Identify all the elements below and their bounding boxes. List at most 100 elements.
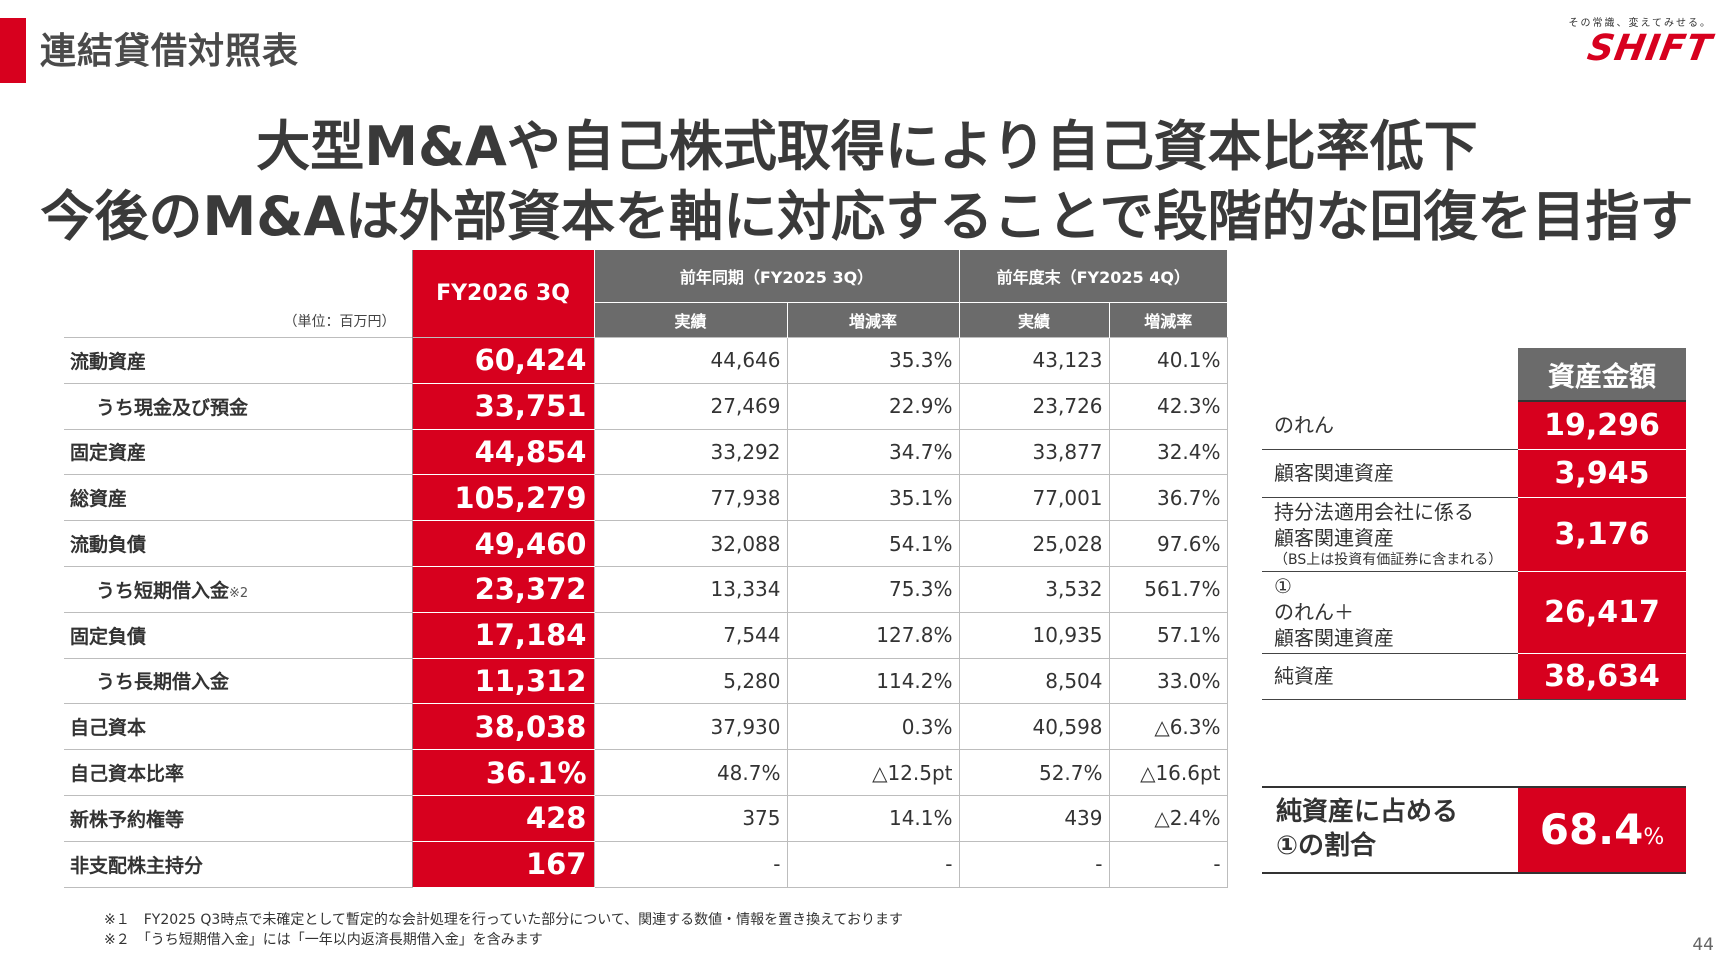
current-value: 36.1% [411, 749, 594, 796]
table-row: うち短期借入金※2 23,372 13,334 75.3% 3,532 561.7% [64, 566, 1228, 613]
ratio-unit: % [1643, 825, 1665, 850]
prior-year-change: 35.3% [786, 337, 960, 384]
prior-yearend-change-text: 561.7% [1144, 577, 1221, 602]
current-value-text: 33,751 [474, 389, 587, 424]
asset-row: 持分法適用会社に係る 顧客関連資産 （BS上は投資有価証券に含まれる） 3,176 [1262, 497, 1686, 572]
prior-yearend-actual: 43,123 [958, 337, 1110, 384]
current-value-text: 167 [525, 847, 587, 882]
current-value-text: 44,854 [474, 434, 587, 469]
current-value-text: 11,312 [474, 663, 587, 698]
prior-year-actual-text: 7,544 [723, 623, 781, 648]
asset-value: 38,634 [1518, 653, 1686, 700]
prior-yearend-actual-header: 実績 [958, 302, 1110, 338]
prior-yearend-actual-text: 77,001 [1032, 485, 1103, 510]
row-label-text: 新株予約権等 [70, 808, 185, 831]
ratio-value: 68.4% [1518, 788, 1686, 872]
prior-year-change-text: 114.2% [876, 668, 953, 693]
current-value: 105,279 [411, 474, 594, 522]
current-value-text: 105,279 [454, 480, 587, 515]
asset-value: 3,176 [1518, 497, 1686, 572]
prior-yearend-actual: 23,726 [958, 383, 1110, 430]
asset-table-corner [1262, 348, 1518, 401]
prior-year-change-text: - [945, 852, 953, 877]
page-title: 連結貸借対照表 [40, 31, 300, 72]
asset-value: 26,417 [1518, 571, 1686, 654]
prior-yearend-change: △16.6pt [1108, 749, 1228, 796]
prior-year-actual-text: 375 [742, 806, 781, 831]
prior-year-actual-text: 13,334 [710, 577, 781, 602]
row-label-text: 自己資本 [70, 717, 147, 740]
balance-sheet-table: （単位：百万円） FY2026 3Q 前年同期（FY2025 3Q） 前年度末（… [64, 250, 1228, 888]
logo-tagline: その常識、変えてみせる。 [1568, 18, 1712, 29]
current-value-text: 36.1% [485, 755, 587, 790]
asset-label: 顧客関連資産 [1262, 449, 1518, 498]
asset-value: 3,945 [1518, 449, 1686, 498]
prior-yearend-change: △2.4% [1108, 795, 1228, 842]
prior-yearend-actual-text: 52.7% [1038, 760, 1103, 785]
prior-year-change: 75.3% [786, 566, 960, 613]
table-row: 自己資本比率 36.1% 48.7% △12.5pt 52.7% △16.6pt [64, 749, 1228, 796]
shift-logo: その常識、変えてみせる。 SHIFT [1548, 14, 1718, 70]
row-label: 総資産 [64, 474, 412, 522]
row-label: 流動負債 [64, 520, 412, 567]
unit-label: （単位：百万円） [283, 314, 396, 330]
prior-yearend-actual: - [958, 841, 1110, 888]
current-value: 60,424 [411, 337, 594, 384]
prior-year-change-text: 35.1% [888, 485, 953, 510]
asset-label: 持分法適用会社に係る 顧客関連資産 （BS上は投資有価証券に含まれる） [1262, 497, 1518, 572]
row-label: 固定資産 [64, 429, 412, 476]
prior-year-actual-text: 5,280 [723, 668, 781, 693]
prior-year-change-text: 54.1% [888, 531, 953, 556]
prior-year-actual: 37,930 [593, 703, 787, 751]
prior-yearend-change: - [1108, 841, 1228, 888]
prior-yearend-change: △6.3% [1108, 703, 1228, 751]
prior-yearend-change: 97.6% [1108, 520, 1228, 567]
logo-wordmark: SHIFT [1584, 28, 1716, 69]
prior-yearend-change-text: 36.7% [1156, 485, 1221, 510]
prior-year-actual-text: - [773, 852, 781, 877]
ratio-label-line-2: ①の割合 [1276, 830, 1377, 861]
asset-label: ① のれん＋ 顧客関連資産 [1262, 571, 1518, 654]
prior-yearend-actual-text: 23,726 [1032, 394, 1103, 419]
prior-year-change: 127.8% [786, 612, 960, 659]
row-label: 自己資本 [64, 703, 412, 751]
current-value-text: 23,372 [474, 572, 587, 607]
prior-year-change: 34.7% [786, 429, 960, 476]
prior-yearend-change-text: 97.6% [1156, 531, 1221, 556]
title-accent-bar [0, 18, 26, 83]
prior-yearend-change: 32.4% [1108, 429, 1228, 476]
prior-year-actual-text: 37,930 [710, 714, 781, 739]
asset-value: 19,296 [1518, 401, 1686, 450]
row-label-text: 固定資産 [70, 442, 147, 465]
prior-yearend-change-text: △6.3% [1154, 714, 1221, 739]
ratio-number: 68.4 [1539, 805, 1644, 854]
prior-year-change-text: 127.8% [876, 623, 953, 648]
current-value: 38,038 [411, 703, 594, 751]
page-number: 44 [1692, 935, 1714, 955]
prior-yearend-actual-text: 25,028 [1032, 531, 1103, 556]
prior-year-actual: 375 [593, 795, 787, 842]
prior-year-actual-text: 27,469 [710, 394, 781, 419]
prior-yearend-actual-text: 3,532 [1045, 577, 1103, 602]
footnote-2: ※２ 「うち短期借入金」には「一年以内返済長期借入金」を含みます [104, 932, 543, 948]
current-value: 44,854 [411, 429, 594, 476]
prior-yearend-actual-text: 439 [1064, 806, 1103, 831]
asset-label: 純資産 [1262, 653, 1518, 700]
current-value-text: 60,424 [474, 343, 587, 378]
row-label: 非支配株主持分 [64, 841, 412, 888]
row-label-text: うち短期借入金 [96, 579, 230, 602]
prior-yearend-actual-text: 8,504 [1045, 668, 1103, 693]
prior-yearend-change: 40.1% [1108, 337, 1228, 384]
prior-year-change-text: 0.3% [901, 714, 953, 739]
row-label: うち長期借入金 [64, 658, 412, 705]
prior-yearend-actual: 25,028 [958, 520, 1110, 567]
row-label: うち短期借入金※2 [64, 566, 412, 613]
prior-yearend-actual: 10,935 [958, 612, 1110, 659]
row-label: 固定負債 [64, 612, 412, 659]
current-value-text: 428 [525, 801, 587, 836]
current-value: 167 [411, 841, 594, 888]
prior-year-group-header: 前年同期（FY2025 3Q） [593, 250, 960, 303]
current-value: 33,751 [411, 383, 594, 430]
prior-yearend-change-text: 40.1% [1156, 348, 1221, 373]
prior-year-actual-header: 実績 [593, 302, 787, 338]
